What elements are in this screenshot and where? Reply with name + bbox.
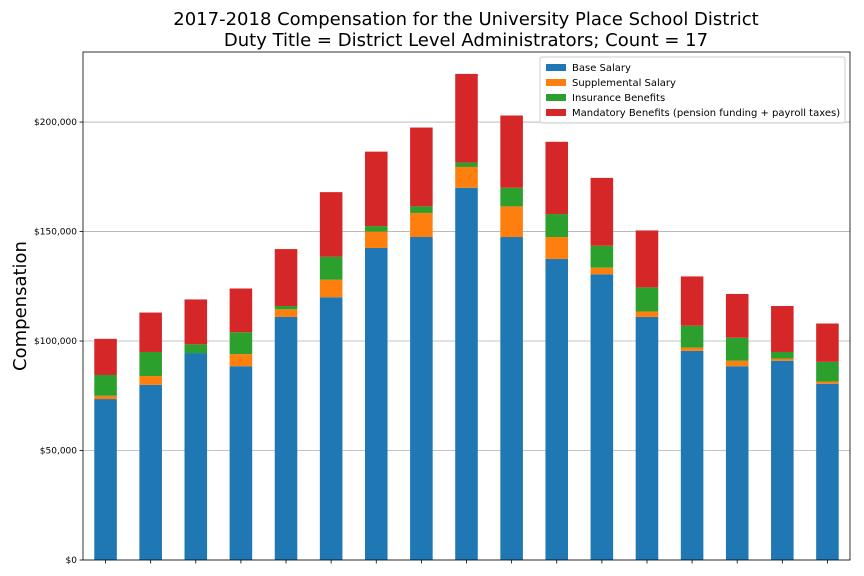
bar-5-series-1 bbox=[319, 279, 343, 298]
bar-0-series-1 bbox=[94, 395, 117, 400]
bar-14-series-1 bbox=[725, 360, 749, 367]
bar-4-series-0 bbox=[274, 316, 298, 560]
bar-9-series-2 bbox=[500, 187, 523, 207]
y-tick-label-3: $150,000 bbox=[34, 228, 77, 238]
bar-15-series-1 bbox=[771, 358, 794, 361]
bar-12-series-2 bbox=[635, 287, 659, 312]
bar-16-series-3 bbox=[816, 323, 839, 362]
bar-12-series-3 bbox=[635, 230, 659, 288]
bar-1-series-3 bbox=[139, 312, 162, 352]
bar-7-series-3 bbox=[410, 127, 433, 207]
bar-16-series-1 bbox=[816, 381, 839, 384]
legend-swatch-2 bbox=[546, 94, 566, 101]
bar-15-series-2 bbox=[771, 351, 794, 359]
bar-15-series-3 bbox=[771, 306, 794, 352]
legend-label-2: Insurance Benefits bbox=[572, 93, 665, 104]
bar-1-series-1 bbox=[139, 376, 162, 385]
legend-label-1: Supplemental Salary bbox=[572, 78, 676, 89]
bar-6-series-2 bbox=[364, 226, 388, 232]
bar-4-series-2 bbox=[274, 306, 298, 310]
bar-11-series-2 bbox=[590, 245, 614, 268]
bar-10-series-0 bbox=[545, 258, 569, 560]
bar-9-series-1 bbox=[500, 206, 523, 238]
legend-label-0: Base Salary bbox=[572, 63, 631, 74]
chart-title-line-2: Duty Title = District Level Administrato… bbox=[224, 30, 708, 51]
bar-0-series-2 bbox=[94, 374, 117, 396]
bar-9-series-0 bbox=[500, 237, 523, 560]
bar-5-series-0 bbox=[319, 297, 343, 560]
legend-label-3: Mandatory Benefits (pension funding + pa… bbox=[572, 108, 840, 119]
y-axis-label: Compensation bbox=[10, 241, 31, 371]
bar-3-series-1 bbox=[229, 354, 253, 367]
bar-7-series-2 bbox=[410, 206, 433, 213]
y-tick-label-2: $100,000 bbox=[34, 337, 77, 347]
bar-14-series-3 bbox=[725, 293, 749, 338]
bar-4-series-3 bbox=[274, 249, 298, 306]
bar-3-series-3 bbox=[229, 288, 253, 333]
bar-2-series-3 bbox=[184, 299, 208, 345]
bar-10-series-2 bbox=[545, 214, 569, 238]
chart-title-line-1: 2017-2018 Compensation for the Universit… bbox=[173, 9, 758, 30]
bar-1-series-0 bbox=[139, 384, 162, 560]
plot-frame bbox=[82, 51, 851, 561]
bar-1-series-2 bbox=[139, 351, 162, 377]
bar-7-series-1 bbox=[410, 212, 433, 238]
bar-8-series-0 bbox=[455, 187, 478, 561]
bar-14-series-0 bbox=[725, 366, 749, 560]
bar-11-series-0 bbox=[590, 274, 614, 560]
bar-16-series-2 bbox=[816, 361, 839, 382]
bar-0-series-0 bbox=[94, 399, 117, 560]
legend-swatch-0 bbox=[546, 64, 566, 71]
axes: $0 $50,000 $100,000 $150,000 $200,000 bbox=[34, 51, 851, 566]
bar-3-series-2 bbox=[229, 332, 253, 355]
bar-10-series-1 bbox=[545, 237, 569, 259]
y-tick-label-1: $50,000 bbox=[40, 447, 77, 457]
y-tick-label-0: $0 bbox=[66, 556, 78, 566]
bar-16-series-0 bbox=[816, 383, 839, 560]
bars bbox=[94, 73, 839, 561]
bar-13-series-2 bbox=[680, 325, 704, 348]
legend-box bbox=[539, 56, 846, 124]
bar-7-series-0 bbox=[410, 237, 433, 560]
bar-11-series-3 bbox=[590, 177, 614, 246]
legend-swatch-3 bbox=[546, 109, 566, 116]
bar-8-series-1 bbox=[455, 166, 478, 188]
legend: Base Salary Supplemental Salary Insurance … bbox=[539, 56, 846, 124]
y-tick-label-4: $200,000 bbox=[34, 118, 77, 128]
bar-11-series-1 bbox=[590, 267, 614, 275]
bar-10-series-3 bbox=[545, 141, 569, 215]
bar-15-series-0 bbox=[771, 360, 794, 560]
bar-5-series-3 bbox=[319, 192, 343, 257]
legend-swatch-1 bbox=[546, 79, 566, 86]
bar-2-series-0 bbox=[184, 353, 208, 560]
bar-6-series-1 bbox=[364, 231, 388, 248]
bar-6-series-3 bbox=[364, 151, 388, 227]
bar-13-series-1 bbox=[680, 347, 704, 351]
bar-4-series-1 bbox=[274, 309, 298, 317]
bar-0-series-3 bbox=[94, 338, 117, 375]
bar-9-series-3 bbox=[500, 115, 523, 188]
bar-5-series-2 bbox=[319, 256, 343, 280]
bar-6-series-0 bbox=[364, 247, 388, 561]
bar-8-series-2 bbox=[455, 162, 478, 167]
bar-12-series-1 bbox=[635, 311, 659, 317]
bar-12-series-0 bbox=[635, 316, 659, 560]
bar-14-series-2 bbox=[725, 337, 749, 361]
bar-13-series-3 bbox=[680, 276, 704, 326]
bar-2-series-2 bbox=[184, 344, 208, 354]
bar-13-series-0 bbox=[680, 350, 704, 560]
bar-8-series-3 bbox=[455, 73, 478, 163]
bar-3-series-0 bbox=[229, 366, 253, 560]
